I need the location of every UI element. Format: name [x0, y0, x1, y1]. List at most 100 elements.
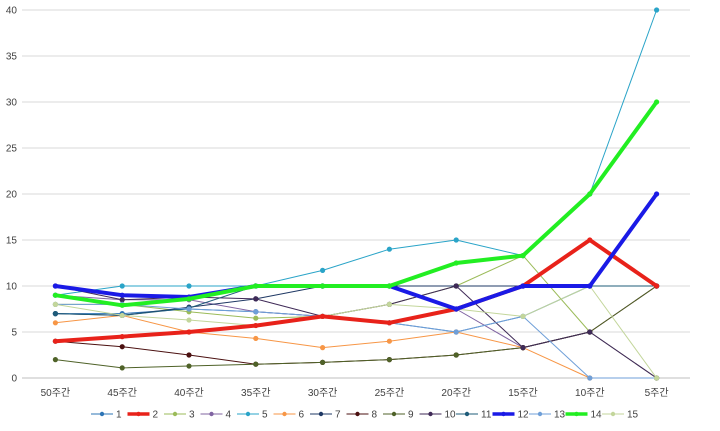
- y-tick-label: 25: [6, 144, 18, 155]
- x-tick-label: 20주간: [441, 387, 471, 399]
- data-point: [386, 356, 392, 363]
- data-point: [186, 296, 192, 302]
- data-point: [319, 313, 326, 319]
- x-tick-label: 50주간: [41, 387, 71, 399]
- data-point: [186, 306, 192, 312]
- data-point: [453, 283, 459, 289]
- data-point: [453, 306, 459, 312]
- legend-label: 1: [116, 410, 122, 421]
- legend-marker: [574, 411, 579, 417]
- legend-label: 8: [372, 410, 378, 421]
- legend-marker: [99, 411, 105, 417]
- data-point: [319, 345, 326, 351]
- series-line: [54, 285, 658, 333]
- legend-label: 3: [189, 410, 195, 421]
- legend-item: 6: [273, 410, 305, 421]
- series-line: [54, 9, 658, 296]
- legend-label: 2: [153, 410, 159, 421]
- data-point: [186, 363, 192, 369]
- data-point: [119, 312, 125, 319]
- y-tick-label: 0: [11, 374, 17, 385]
- legend-marker: [172, 411, 178, 417]
- legend-item: 2: [127, 410, 159, 421]
- data-point: [653, 375, 660, 381]
- legend-item: 11: [456, 410, 492, 421]
- data-point: [52, 310, 59, 317]
- data-point: [587, 237, 593, 243]
- x-tick-label: 40주간: [174, 387, 204, 399]
- legend-item: 12: [492, 410, 530, 421]
- legend-item: 1: [91, 410, 122, 421]
- legend-marker: [245, 411, 251, 417]
- x-tick-label: 10주간: [575, 387, 605, 399]
- x-tick-label: 35주간: [241, 387, 271, 399]
- legend-label: 15: [627, 410, 639, 421]
- data-point: [253, 315, 259, 321]
- legend-marker: [537, 411, 543, 417]
- axes: 0 5 10 15 20 25 30 35 40 50주간 45주간 40주간 35주간 30주간 25주간…: [6, 6, 669, 400]
- data-point: [653, 7, 660, 13]
- data-point: [119, 283, 125, 289]
- legend-label: 12: [518, 410, 530, 421]
- legend-marker: [464, 411, 470, 417]
- x-tick-label: 45주간: [107, 387, 137, 399]
- data-point: [453, 329, 459, 335]
- data-point: [186, 283, 192, 289]
- data-point: [119, 365, 125, 371]
- data-point: [520, 283, 526, 289]
- legend-item: 14: [565, 410, 602, 421]
- legend-marker: [610, 411, 616, 417]
- y-tick-label: 35: [6, 52, 18, 63]
- series-2: [52, 237, 660, 344]
- data-point: [386, 301, 392, 307]
- series-14: [52, 99, 660, 308]
- data-point: [52, 356, 59, 363]
- series-line: [53, 192, 659, 311]
- data-point: [587, 191, 593, 197]
- y-tick-label: 40: [6, 6, 18, 17]
- data-point: [52, 283, 59, 289]
- series-12: [52, 191, 660, 312]
- data-point: [52, 292, 59, 298]
- data-point: [319, 359, 326, 365]
- data-point: [386, 246, 392, 252]
- series-line: [54, 285, 658, 316]
- legend-item: 15: [602, 410, 639, 421]
- series-line: [54, 314, 658, 379]
- legend-marker: [318, 411, 324, 417]
- x-tick-label: 25주간: [375, 387, 405, 399]
- data-point: [587, 329, 593, 335]
- data-point: [253, 322, 259, 329]
- legend-item: 8: [346, 410, 378, 421]
- data-point: [520, 345, 526, 351]
- series-line: [53, 238, 659, 344]
- legend-item: 10: [419, 410, 456, 421]
- legend-label: 6: [299, 410, 305, 421]
- data-point: [119, 292, 125, 298]
- series-11: [52, 283, 660, 319]
- data-point: [520, 313, 526, 319]
- data-point: [386, 338, 392, 344]
- legend-item: 3: [164, 410, 195, 421]
- legend-item: 5: [237, 410, 268, 421]
- data-point: [253, 309, 259, 315]
- y-tick-label: 20: [6, 190, 18, 201]
- series-lines: [52, 7, 660, 381]
- data-point: [253, 283, 259, 289]
- y-tick-label: 30: [6, 98, 18, 109]
- legend: 1 2 3 4 5 6 7 8 9 10 11 12 13 14 15: [91, 410, 639, 421]
- data-point: [653, 191, 660, 197]
- data-point: [253, 335, 259, 342]
- data-point: [52, 338, 59, 344]
- data-point: [587, 375, 593, 381]
- data-point: [186, 329, 192, 335]
- legend-label: 11: [481, 410, 492, 421]
- legend-label: 7: [335, 410, 341, 421]
- y-tick-label: 15: [6, 236, 18, 247]
- legend-label: 13: [554, 410, 566, 421]
- data-point: [653, 99, 660, 105]
- data-point: [253, 361, 259, 367]
- series-line: [54, 285, 658, 379]
